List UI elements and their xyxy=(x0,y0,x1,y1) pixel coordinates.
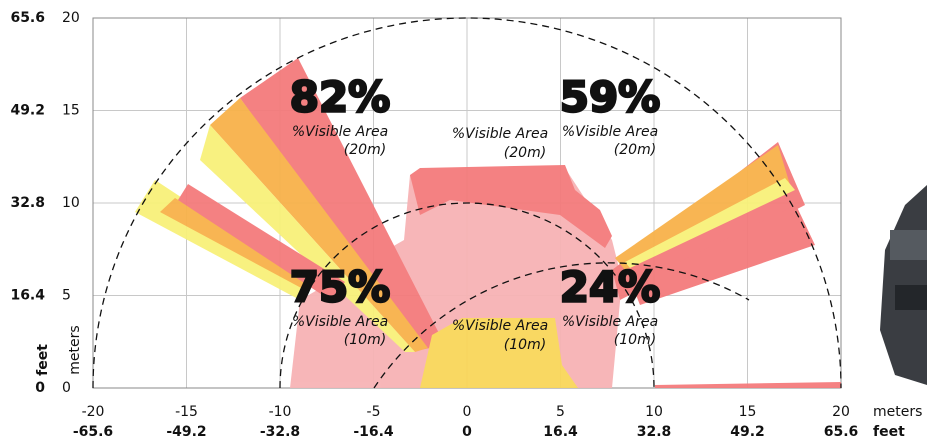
y-tick-label: 20 xyxy=(62,10,80,26)
range-label: (20m) xyxy=(344,142,386,158)
percent-label: 59% xyxy=(560,73,661,122)
caption: %Visible Area xyxy=(292,124,388,140)
x2-axis-label: feet xyxy=(873,424,905,440)
x-tick-label: 20 xyxy=(832,404,850,420)
x-tick-label: 15 xyxy=(739,404,757,420)
y2-tick-label: 49.2 xyxy=(10,103,45,119)
x2-tick-label: 0 xyxy=(462,424,472,440)
x-tick-label: 0 xyxy=(463,404,472,420)
percent-label: 82% xyxy=(290,73,391,122)
y2-tick-label: 32.8 xyxy=(10,195,45,211)
y-tick-label: 10 xyxy=(62,195,80,211)
x-tick-label: 5 xyxy=(556,404,565,420)
x-tick-label: -20 xyxy=(82,404,105,420)
y-tick-label: 15 xyxy=(62,103,80,119)
caption: %Visible Area xyxy=(562,314,658,330)
caption: %Visible Area xyxy=(452,126,548,142)
caption: %Visible Area xyxy=(452,318,548,334)
x2-tick-label: 49.2 xyxy=(730,424,765,440)
percent-label: 75% xyxy=(290,263,391,312)
truck xyxy=(880,185,927,385)
caption: %Visible Area xyxy=(562,124,658,140)
y-tick-label: 5 xyxy=(62,288,71,304)
chart: -20 -15 -10 -5 0 5 10 15 20 -65.6 -49.2 -32.8 -16.4 0… xyxy=(0,0,927,440)
x2-tick-label: 16.4 xyxy=(543,424,578,440)
range-label: (20m) xyxy=(614,142,656,158)
y2-tick-label: 65.6 xyxy=(10,10,45,26)
x2-tick-label: -32.8 xyxy=(260,424,300,440)
y2-tick-label: 16.4 xyxy=(10,288,45,304)
x2-tick-label: 32.8 xyxy=(637,424,672,440)
x-tick-label: 10 xyxy=(645,404,663,420)
x2-tick-label: -49.2 xyxy=(166,424,206,440)
y-tick-label: 0 xyxy=(62,380,71,396)
x2-tick-label: -16.4 xyxy=(353,424,394,440)
range-label: (10m) xyxy=(504,337,546,353)
range-label: (10m) xyxy=(344,332,386,348)
x-tick-label: -5 xyxy=(367,404,381,420)
y2-axis-label: feet xyxy=(35,344,51,376)
range-label: (20m) xyxy=(504,145,546,161)
visibility-zones xyxy=(135,58,841,388)
range-label: (10m) xyxy=(614,332,656,348)
y2-tick-label: 0 xyxy=(35,380,45,396)
x-tick-label: -10 xyxy=(269,404,292,420)
percent-label: 24% xyxy=(560,263,661,312)
x2-tick-label: -65.6 xyxy=(73,424,113,440)
x-axis-label: meters xyxy=(873,404,922,420)
caption: %Visible Area xyxy=(292,314,388,330)
y-axis-label: meters xyxy=(67,325,83,374)
x-tick-label: -15 xyxy=(175,404,198,420)
x2-tick-label: 65.6 xyxy=(824,424,859,440)
